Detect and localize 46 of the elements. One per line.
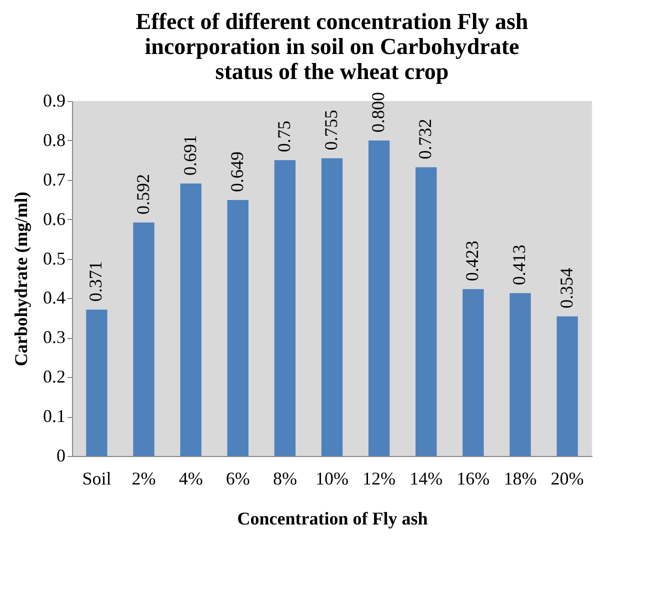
x-tick-label: 16% [456, 468, 490, 488]
x-tick-label: 4% [178, 468, 203, 488]
y-tick-label: 0.8 [43, 130, 66, 150]
y-tick-label: 0.4 [43, 288, 66, 308]
bar [510, 293, 531, 456]
bar [86, 310, 108, 456]
x-tick-label: Soil [82, 468, 112, 488]
x-tick-label: 10% [316, 468, 348, 488]
x-tick-label: 14% [410, 468, 443, 488]
y-tick-label: 0.7 [43, 169, 66, 190]
bar [180, 183, 202, 456]
data-label: 0.413 [509, 244, 530, 286]
x-tick-label: 18% [504, 468, 537, 488]
data-label: 0.423 [462, 240, 482, 282]
bar [556, 316, 578, 456]
chart-title: Effect of different concentration Fly ash incorporation in soil on Carbohydrate status of the wheat crop [136, 8, 528, 84]
bar [133, 222, 154, 456]
y-tick-label: 0.9 [43, 90, 66, 110]
data-label: 0.75 [274, 120, 294, 152]
y-tick-label: 0 [56, 446, 66, 466]
x-tick-label: 20% [550, 468, 584, 488]
bar [462, 289, 484, 456]
data-label: 0.691 [180, 134, 200, 176]
data-label: 0.755 [321, 110, 341, 150]
x-tick-label: 12% [362, 468, 396, 488]
y-tick-label: 0.1 [43, 406, 66, 426]
data-label: 0.800 [368, 92, 388, 132]
y-tick-label: 0.3 [43, 327, 66, 348]
y-tick-label: 0.6 [43, 208, 66, 229]
bar [321, 158, 343, 456]
x-tick-label: 8% [272, 468, 297, 488]
x-tick-label: 2% [132, 468, 156, 488]
y-tick-label: 0.2 [43, 366, 66, 387]
y-tick-label: 0.5 [43, 248, 66, 268]
bar [368, 140, 390, 456]
data-label: 0.592 [132, 174, 153, 214]
bar [227, 200, 248, 456]
x-tick-label: 6% [226, 468, 250, 488]
bar [416, 167, 437, 456]
data-label: 0.649 [226, 152, 247, 192]
data-label: 0.732 [415, 118, 436, 160]
x-axis-title: Concentration of Fly ash [237, 508, 428, 528]
bar [274, 160, 296, 456]
data-label: 0.354 [556, 268, 576, 308]
y-axis-title: Carbohydrate (mg/ml) [11, 192, 31, 366]
data-label: 0.371 [86, 261, 106, 302]
